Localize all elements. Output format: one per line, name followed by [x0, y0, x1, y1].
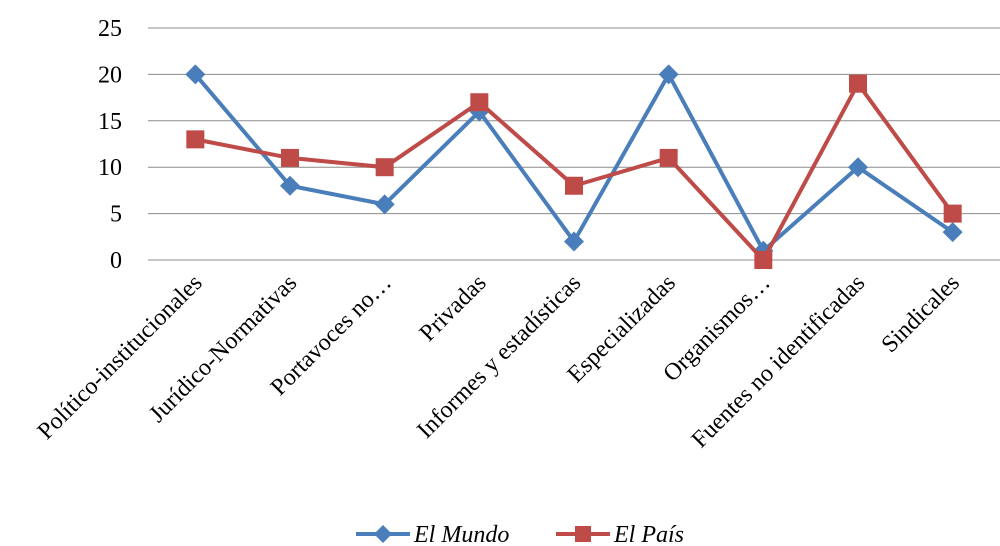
x-tick-label: Sindicales — [877, 270, 965, 358]
y-tick-label: 10 — [98, 155, 122, 181]
x-tick-label: Informes y estadísticas — [412, 270, 586, 444]
y-tick-label: 15 — [98, 109, 122, 135]
data-point-marker — [185, 64, 206, 85]
data-point-marker — [658, 64, 679, 85]
data-point-marker — [942, 222, 963, 243]
gridlines — [148, 27, 1000, 261]
data-point-marker — [659, 148, 678, 167]
data-point-marker — [565, 176, 583, 195]
data-point-marker — [375, 158, 394, 177]
data-point-marker — [186, 130, 205, 149]
data-point-marker — [849, 74, 867, 93]
x-tick-label: Político-institucionales — [33, 270, 208, 445]
legend: El Mundo El País — [356, 522, 684, 546]
y-tick-label: 20 — [98, 62, 122, 88]
data-point-marker — [848, 157, 868, 178]
data-point-marker — [281, 148, 299, 167]
data-point-marker — [374, 194, 395, 215]
legend-marker — [575, 526, 591, 542]
data-point-marker — [564, 231, 584, 252]
y-tick-label: 5 — [110, 202, 122, 228]
y-tick-label: 25 — [98, 16, 122, 42]
x-tick-label: Privadas — [415, 270, 492, 347]
legend-marker — [374, 525, 392, 543]
legend-label: El Mundo — [413, 522, 509, 546]
y-axis-ticks: 0 5 10 15 20 25 — [98, 16, 122, 274]
series-line — [193, 72, 954, 253]
data-point-marker — [280, 175, 300, 196]
data-point-marker — [943, 204, 962, 223]
y-tick-label: 0 — [110, 248, 122, 274]
legend-label: El País — [613, 522, 684, 546]
series-el-país — [186, 74, 962, 269]
data-point-marker — [470, 93, 489, 112]
data-point-marker — [754, 251, 773, 269]
series-el-mundo — [185, 64, 963, 261]
x-tick-label: Fuentes no identificadas — [687, 270, 870, 453]
x-axis-labels: Político-institucionalesJurídico-Normati… — [33, 270, 965, 453]
